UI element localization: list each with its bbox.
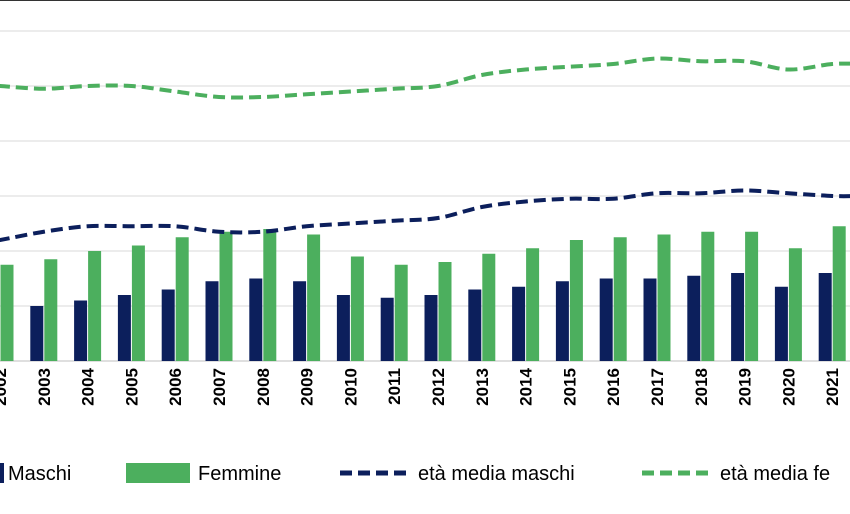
- legend-swatch-femmine: [126, 463, 190, 483]
- x-tick-label: 2002: [0, 368, 10, 406]
- x-tick-label: 2013: [473, 368, 492, 406]
- bar-femmine-2016: [613, 237, 627, 361]
- x-tick-label: 2018: [692, 368, 711, 406]
- bar-femmine-2017: [657, 234, 671, 361]
- bar-femmine-2003: [44, 259, 58, 361]
- bar-femmine-2007: [219, 231, 233, 361]
- bar-femmine-2002: [0, 264, 14, 361]
- x-tick-label: 2012: [429, 368, 448, 406]
- bar-femmine-2011: [394, 264, 408, 361]
- x-tick-label: 2006: [166, 368, 185, 406]
- x-tick-label: 2009: [298, 368, 317, 406]
- x-tick-label: 2005: [122, 368, 141, 406]
- bar-maschi-2020: [774, 286, 788, 361]
- bar-femmine-2005: [131, 245, 145, 361]
- bar-femmine-2021: [832, 226, 846, 361]
- line-eta-media-femmine: [0, 56, 850, 100]
- x-tick-label: 2010: [341, 368, 360, 406]
- x-tick-label: 2008: [254, 368, 273, 406]
- bar-femmine-2009: [307, 234, 321, 361]
- bar-maschi-2008: [249, 278, 263, 361]
- legend: Maschi Femmine età media maschi età medi…: [0, 463, 830, 485]
- x-tick-label: 2017: [648, 368, 667, 406]
- bar-maschi-2019: [731, 273, 745, 361]
- x-tick-label: 2021: [823, 368, 842, 406]
- legend-label-eta-media-maschi: età media maschi: [418, 463, 575, 485]
- x-tick-label: 2015: [560, 368, 579, 406]
- x-tick-label: 2020: [779, 368, 798, 406]
- x-tick-label: 2016: [604, 368, 623, 406]
- bar-femmine-2019: [745, 231, 759, 361]
- bar-femmine-2013: [482, 253, 496, 361]
- bars: [0, 226, 846, 361]
- bar-femmine-2012: [438, 262, 452, 361]
- bar-maschi-2014: [512, 286, 526, 361]
- bar-maschi-2021: [818, 273, 832, 361]
- bar-maschi-2017: [643, 278, 657, 361]
- bar-maschi-2015: [555, 281, 569, 361]
- bar-femmine-2020: [788, 248, 802, 361]
- bar-maschi-2013: [468, 289, 482, 361]
- bar-maschi-2007: [205, 281, 219, 361]
- x-tick-label: 2003: [35, 368, 54, 406]
- bar-femmine-2006: [175, 237, 189, 361]
- line-eta-media-maschi: [0, 188, 850, 243]
- x-tick-labels: 2002 2003 2004 2005 2006 2007 2008 2009 2010 2011…: [0, 367, 842, 405]
- bar-femmine-2014: [526, 248, 540, 361]
- bar-maschi-2016: [599, 278, 613, 361]
- legend-swatch-maschi: [0, 463, 4, 483]
- legend-label-femmine: Femmine: [198, 463, 281, 485]
- bar-maschi-2012: [424, 295, 438, 361]
- x-tick-label: 2011: [385, 368, 404, 405]
- bar-femmine-2018: [701, 231, 715, 361]
- bar-maschi-2003: [30, 306, 44, 361]
- x-tick-label: 2019: [736, 368, 755, 406]
- x-tick-label: 2004: [79, 367, 98, 405]
- lines: [0, 56, 850, 243]
- bar-maschi-2010: [336, 295, 350, 361]
- bar-maschi-2005: [117, 295, 131, 361]
- bar-maschi-2018: [687, 275, 701, 361]
- bar-maschi-2004: [74, 300, 88, 361]
- bar-femmine-2015: [569, 240, 583, 361]
- legend-label-eta-media-femmine: età media fe: [720, 463, 830, 485]
- bar-femmine-2010: [350, 256, 364, 361]
- bar-maschi-2009: [293, 281, 307, 361]
- bar-femmine-2004: [88, 251, 102, 361]
- bar-maschi-2011: [380, 297, 394, 361]
- legend-label-maschi: Maschi: [8, 463, 71, 485]
- x-tick-label: 2007: [210, 368, 229, 406]
- x-tick-label: 2014: [517, 367, 536, 405]
- bar-maschi-2006: [161, 289, 175, 361]
- bar-femmine-2008: [263, 229, 277, 361]
